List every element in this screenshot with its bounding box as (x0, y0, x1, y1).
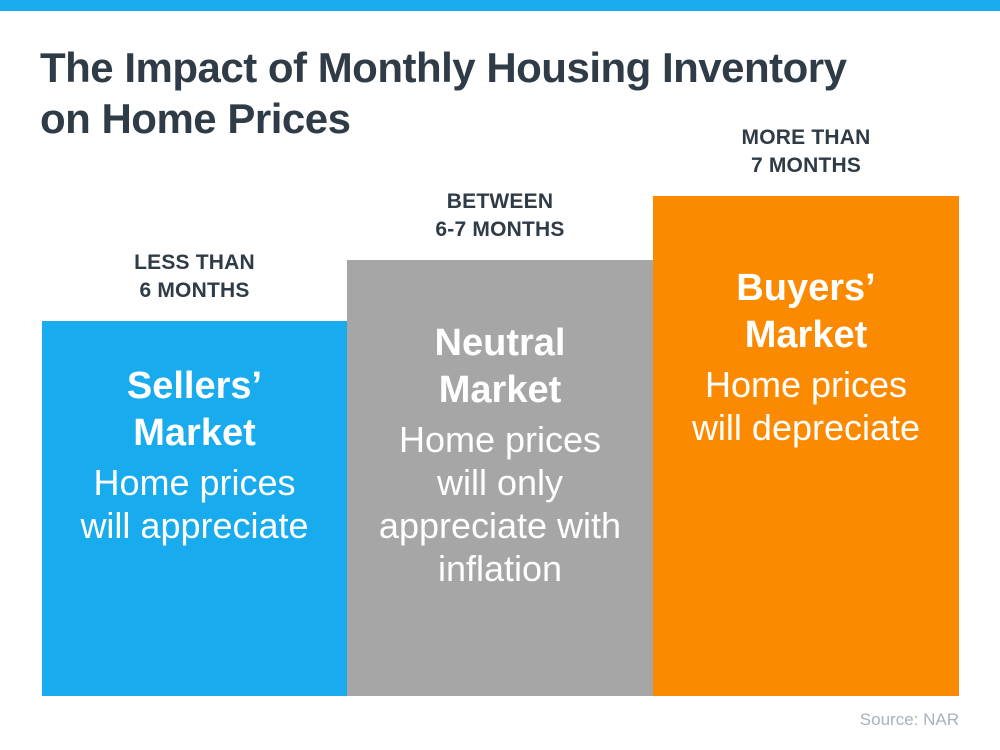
bar-body-line: will only (436, 462, 564, 503)
bar-label-line: 6-7 MONTHS (435, 218, 565, 241)
page-title-line2: on Home Prices (40, 95, 351, 142)
bar-body-buyers-market: Home prices will depreciate (653, 363, 959, 449)
bar-body-sellers-market: Home prices will appreciate (42, 461, 347, 547)
bar-body-line: will appreciate (80, 505, 309, 546)
bar-label-line: 7 MONTHS (750, 154, 862, 177)
bar-body-line: Home prices (93, 462, 296, 503)
source-attribution: Source: NAR (859, 710, 959, 729)
bar-heading-line: Buyers’ (736, 267, 876, 309)
bar-heading-line: Market (438, 369, 562, 411)
page-title: The Impact of Monthly Housing Inventory … (40, 42, 847, 144)
bar-sellers-market: Sellers’ Market Home prices will appreci… (42, 321, 347, 696)
bar-body-neutral-market: Home prices will only appreciate with in… (347, 418, 653, 590)
bar-buyers-market: Buyers’ Market Home prices will deprecia… (653, 196, 959, 696)
bar-body-line: will depreciate (691, 407, 921, 448)
bar-label-less-than-6-months: LESS THAN 6 MONTHS (42, 249, 347, 305)
bar-body-line: Home prices (398, 419, 602, 460)
bar-body-line: appreciate with (378, 505, 622, 546)
page-title-line1: The Impact of Monthly Housing Inventory (40, 44, 847, 91)
bar-label-line: BETWEEN (446, 190, 554, 213)
bar-heading-line: Market (744, 314, 868, 356)
bar-body-line: inflation (437, 548, 563, 589)
bar-heading-line: Sellers’ (126, 365, 263, 407)
bar-heading-buyers-market: Buyers’ Market (653, 265, 959, 359)
bar-label-more-than-7-months: MORE THAN 7 MONTHS (653, 124, 959, 180)
bar-label-line: MORE THAN (741, 126, 871, 149)
bar-neutral-market: Neutral Market Home prices will only app… (347, 260, 653, 696)
bar-body-line: Home prices (704, 364, 908, 405)
bar-heading-line: Market (133, 412, 256, 454)
bar-label-line: LESS THAN (134, 251, 255, 274)
bar-heading-line: Neutral (434, 322, 566, 364)
bar-label-between-6-7-months: BETWEEN 6-7 MONTHS (347, 188, 653, 244)
bar-heading-sellers-market: Sellers’ Market (42, 363, 347, 457)
accent-top-bar (0, 0, 1000, 11)
bar-heading-neutral-market: Neutral Market (347, 320, 653, 414)
bar-label-line: 6 MONTHS (139, 279, 250, 302)
